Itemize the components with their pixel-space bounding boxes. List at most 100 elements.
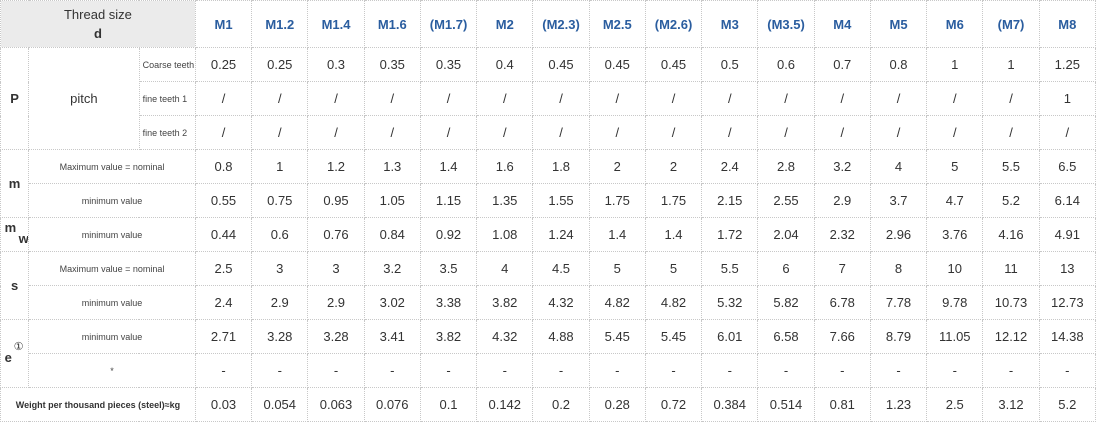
value-cell: 1.4 <box>588 217 646 252</box>
value-cell: 2.32 <box>813 217 871 252</box>
value-cell: 3.38 <box>419 285 478 320</box>
value-cell: 4.32 <box>476 319 534 354</box>
value-cell: 6.78 <box>813 285 871 320</box>
value-cell: 0.75 <box>251 183 309 218</box>
value-cell: 4.16 <box>982 217 1040 252</box>
mw-min-label: minimum value <box>28 217 196 252</box>
value-cell: 0.8 <box>869 47 928 82</box>
value-cell: 0.84 <box>363 217 421 252</box>
value-cell: 11.05 <box>926 319 984 354</box>
value-cell: 2.96 <box>869 217 928 252</box>
value-cell: 2.55 <box>757 183 815 218</box>
value-cell: / <box>1038 115 1097 150</box>
value-cell: 0.25 <box>251 47 309 82</box>
e-star-label: * <box>28 353 196 388</box>
value-cell: 1.3 <box>363 149 421 184</box>
value-cell: 3.41 <box>363 319 421 354</box>
value-cell: - <box>419 353 478 388</box>
value-cell: 3.28 <box>307 319 365 354</box>
value-cell: / <box>869 115 928 150</box>
value-cell: 1.4 <box>644 217 703 252</box>
row-s-min: minimum value 2.4 2.9 2.9 3.02 3.38 3.82… <box>1 285 1097 320</box>
value-cell: 3.5 <box>419 251 478 286</box>
value-cell: 0.6 <box>251 217 309 252</box>
value-cell: 12.12 <box>982 319 1040 354</box>
value-cell: 4.82 <box>588 285 646 320</box>
value-cell: 2.15 <box>701 183 759 218</box>
value-cell: 0.4 <box>476 47 534 82</box>
value-cell: 3.12 <box>982 387 1040 422</box>
value-cell: / <box>701 115 759 150</box>
value-cell: / <box>588 81 646 116</box>
value-cell: 3.82 <box>476 285 534 320</box>
value-cell: 4.7 <box>926 183 984 218</box>
weight-label: Weight per thousand pieces (steel)≈kg <box>0 387 196 422</box>
value-cell: 1 <box>926 47 984 82</box>
value-cell: 1 <box>251 149 309 184</box>
size-header-cell: M2 <box>476 0 534 48</box>
size-header-cell: (M3.5) <box>757 0 815 48</box>
fine-teeth-1-label: fine teeth 1 <box>138 81 196 116</box>
value-cell: / <box>813 115 871 150</box>
value-cell: 0.95 <box>307 183 365 218</box>
value-cell: 4.91 <box>1038 217 1097 252</box>
s-min-label: minimum value <box>28 285 196 320</box>
value-cell: 3.2 <box>813 149 871 184</box>
value-cell: 4.5 <box>532 251 590 286</box>
value-cell: 4 <box>869 149 928 184</box>
value-cell: / <box>419 81 478 116</box>
value-cell: / <box>251 81 309 116</box>
value-cell: - <box>532 353 590 388</box>
value-cell: 5 <box>588 251 646 286</box>
value-cell: 0.054 <box>251 387 309 422</box>
value-cell: - <box>926 353 984 388</box>
fine-teeth-2-label: fine teeth 2 <box>138 115 196 150</box>
value-cell: 2.4 <box>194 285 253 320</box>
value-cell: 7 <box>813 251 871 286</box>
value-cell: 4.82 <box>644 285 703 320</box>
value-cell: / <box>757 115 815 150</box>
value-cell: 6.5 <box>1038 149 1097 184</box>
value-cell: / <box>476 81 534 116</box>
thread-size-label: Thread size <box>63 7 132 22</box>
value-cell: - <box>194 353 253 388</box>
value-cell: 1.55 <box>532 183 590 218</box>
value-cell: 1.75 <box>588 183 646 218</box>
value-cell: 1.15 <box>419 183 478 218</box>
value-cell: / <box>194 81 253 116</box>
value-cell: 13 <box>1038 251 1097 286</box>
value-cell: 2.9 <box>307 285 365 320</box>
value-cell: 3.82 <box>419 319 478 354</box>
size-header-cell: (M1.7) <box>419 0 478 48</box>
value-cell: 0.1 <box>419 387 478 422</box>
value-cell: / <box>869 81 928 116</box>
value-cell: / <box>926 81 984 116</box>
value-cell: 0.03 <box>194 387 253 422</box>
value-cell: - <box>813 353 871 388</box>
e-footnote-marker: ① <box>13 341 24 353</box>
m-symbol: m <box>0 149 30 218</box>
value-cell: 0.92 <box>419 217 478 252</box>
value-cell: 2.04 <box>757 217 815 252</box>
value-cell: 0.514 <box>757 387 815 422</box>
value-cell: 0.35 <box>363 47 421 82</box>
row-m-max: m Maximum value = nominal 0.8 1 1.2 1.3 … <box>0 149 1097 218</box>
value-cell: 0.72 <box>644 387 703 422</box>
value-cell: 2.5 <box>194 251 253 286</box>
mw-symbol: m w <box>0 217 30 252</box>
size-header-cell: M1 <box>194 0 253 48</box>
value-cell: 4.88 <box>532 319 590 354</box>
value-cell: / <box>982 115 1040 150</box>
value-cell: 5.45 <box>644 319 703 354</box>
header-row: Thread size d M1 M1.2 M1.4 M1.6 (M1.7) M… <box>0 0 1097 48</box>
row-s-max: s Maximum value = nominal 2.5 3 3 3.2 3.… <box>0 251 1097 320</box>
coarse-teeth-label: Coarse teeth <box>138 47 196 82</box>
value-cell: 7.78 <box>869 285 928 320</box>
value-cell: 2 <box>588 149 646 184</box>
row-e-star: * - - - - - - - - - - - - - - - - <box>1 353 1097 388</box>
value-cell: 3.7 <box>869 183 928 218</box>
value-cell: 2 <box>644 149 703 184</box>
value-cell: 0.063 <box>307 387 365 422</box>
value-cell: 1.72 <box>701 217 759 252</box>
